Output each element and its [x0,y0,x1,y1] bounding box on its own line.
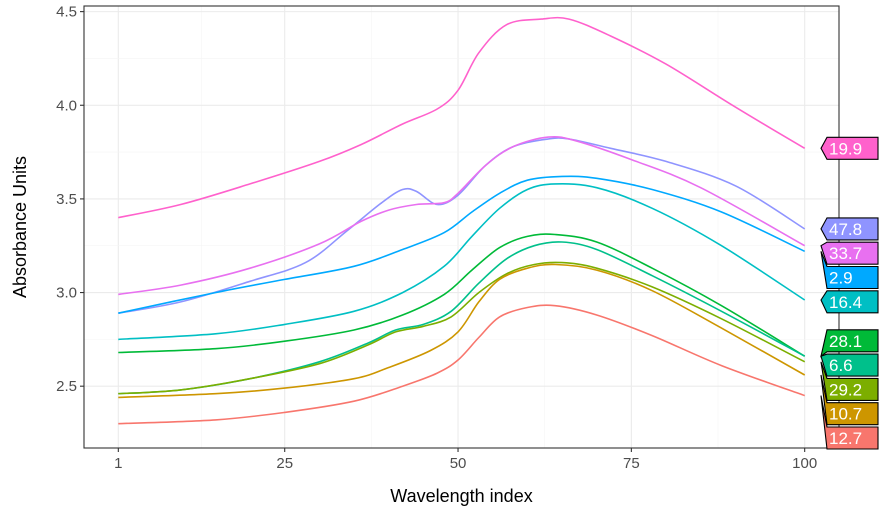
y-tick-label: 3.5 [56,191,77,208]
series-line [118,16,806,219]
end-label-box [820,136,879,160]
end-label-text: 29.2 [829,380,862,399]
grid-lines [84,6,839,448]
end-label-text: 28.1 [829,332,862,351]
x-tick-label: 50 [450,455,467,472]
series-line [118,233,806,357]
end-label-text: 12.7 [829,429,862,448]
end-label-text: 2.9 [829,269,853,288]
series-lines [118,16,806,425]
end-label-text: 16.4 [829,293,862,312]
end-label-text: 33.7 [829,244,862,263]
end-label-box [820,241,879,265]
series-line [118,135,806,296]
end-label-box [820,361,879,401]
end-label-box [820,329,879,358]
series-line [118,175,806,314]
end-label-box [820,353,879,377]
end-label-box [820,217,879,241]
axis-ticks: 1 25 50 75 100 2.5 3.0 3.5 4.0 4.5 [56,4,817,472]
series-line [118,182,806,341]
end-label-box [820,374,879,426]
y-tick-label: 3.0 [56,285,77,302]
y-tick-label: 4.0 [56,97,77,114]
end-label-text: 6.6 [829,356,853,375]
y-tick-label: 4.5 [56,4,77,21]
x-tick-label: 1 [114,455,122,472]
end-label-text: 19.9 [829,139,862,158]
x-tick-label: 75 [623,455,640,472]
series-end-labels: 19.9 47.8 33.7 2.9 16.4 28.1 6.6 29.2 10.7 12.7 [820,136,879,450]
y-axis-title: Absorbance Units [10,156,30,298]
x-tick-label: 100 [792,455,817,472]
series-line [118,261,806,395]
end-label-box [820,251,879,290]
end-label-box [820,395,879,450]
series-line [118,263,806,399]
x-tick-label: 25 [276,455,293,472]
x-axis-title: Wavelength index [390,486,532,506]
end-label-box [820,290,879,314]
end-label-text: 47.8 [829,220,862,239]
y-tick-label: 2.5 [56,378,77,395]
series-line [118,304,805,425]
end-label-text: 10.7 [829,405,862,424]
